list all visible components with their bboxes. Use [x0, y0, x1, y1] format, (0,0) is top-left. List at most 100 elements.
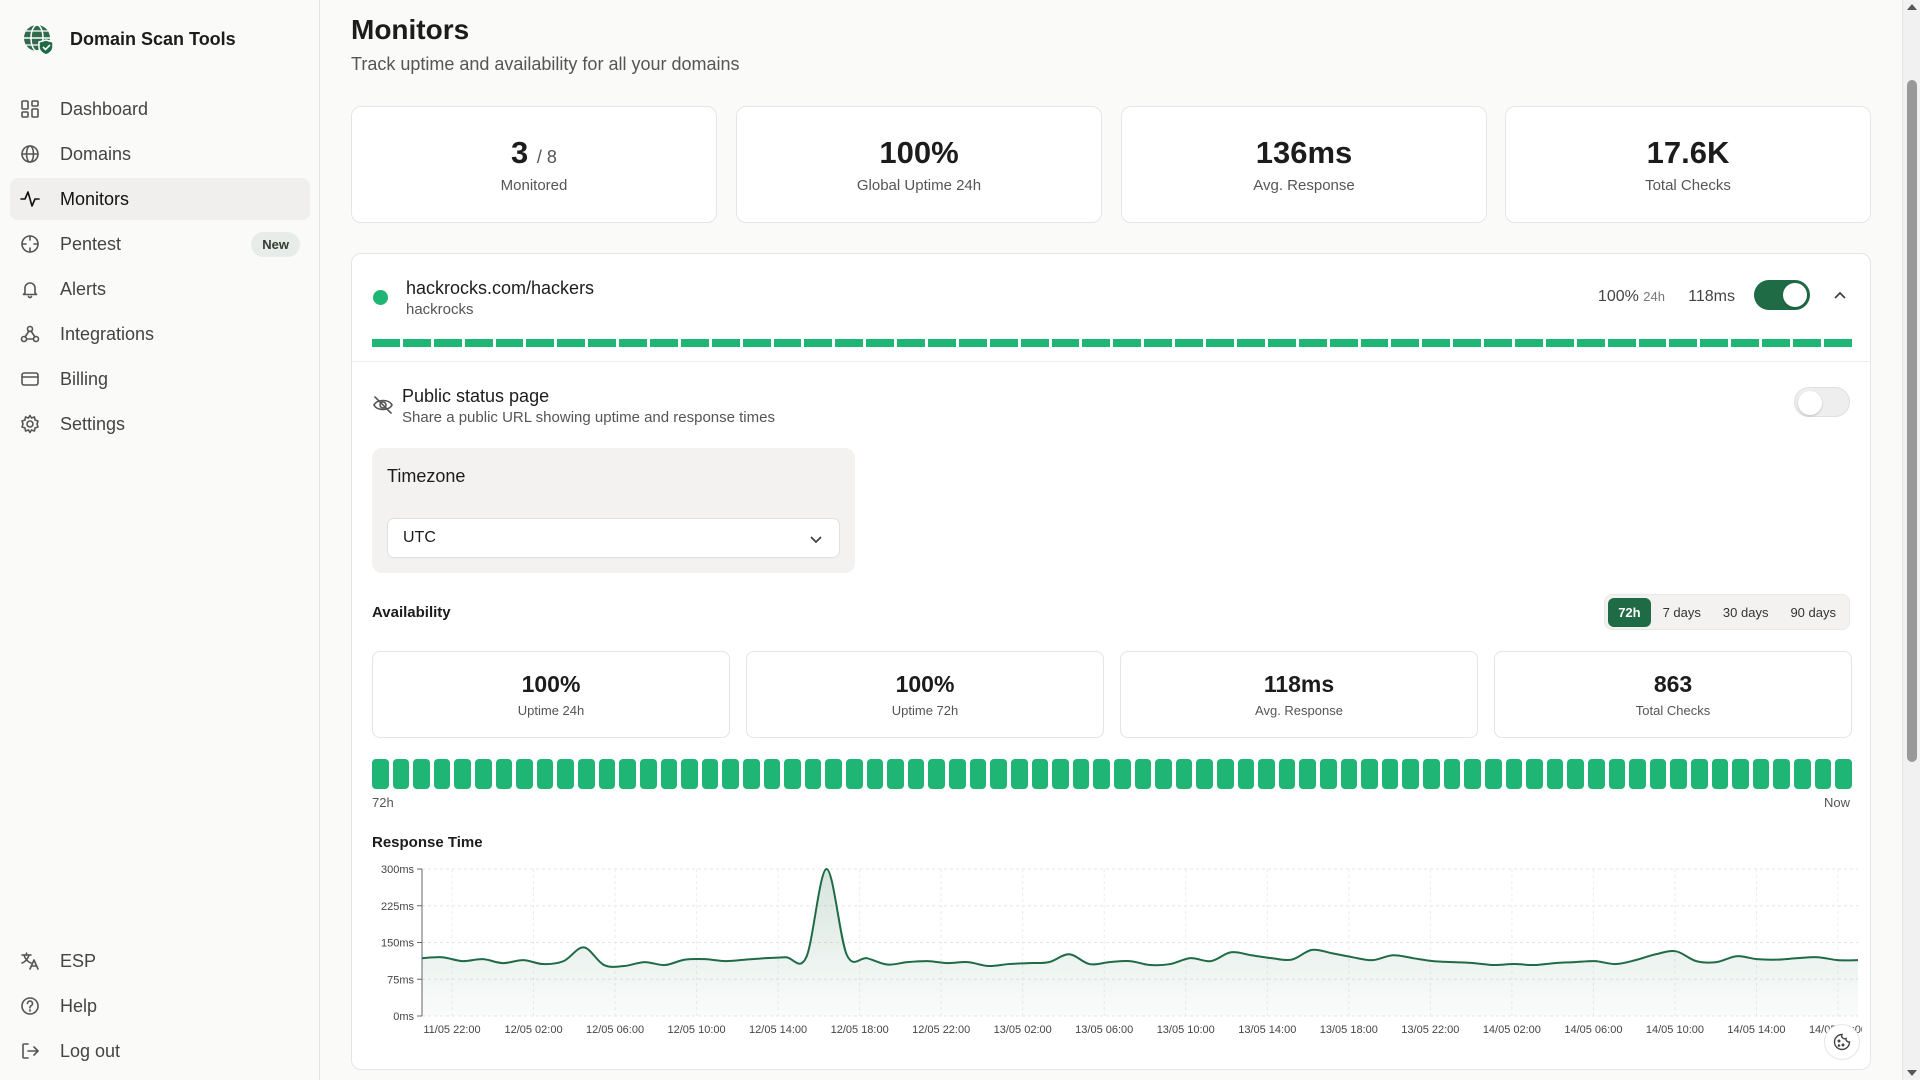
availability-segment[interactable]	[1093, 759, 1110, 789]
public-status-toggle[interactable]	[1794, 387, 1850, 417]
availability-segment[interactable]	[1649, 759, 1667, 789]
sidebar-item-logout[interactable]: Log out	[10, 1030, 310, 1072]
availability-segment[interactable]	[660, 759, 678, 789]
availability-segment[interactable]	[598, 759, 616, 789]
availability-segment[interactable]	[495, 759, 513, 789]
availability-segment[interactable]	[639, 759, 657, 789]
availability-segment[interactable]	[1299, 759, 1317, 789]
sidebar-item-language[interactable]: ESP	[10, 940, 310, 982]
availability-segment[interactable]	[619, 759, 636, 789]
availability-segment[interactable]	[1835, 759, 1852, 789]
uptime-segment	[557, 339, 586, 347]
monitor-enabled-toggle[interactable]	[1754, 280, 1810, 310]
availability-segment[interactable]	[1155, 759, 1172, 789]
availability-segment[interactable]	[701, 759, 719, 789]
availability-segment[interactable]	[1587, 759, 1605, 789]
availability-segment[interactable]	[1113, 759, 1131, 789]
availability-segment[interactable]	[846, 759, 863, 789]
availability-segment[interactable]	[1423, 759, 1440, 789]
availability-segment[interactable]	[372, 759, 389, 789]
availability-segment[interactable]	[1175, 759, 1193, 789]
monitor-header[interactable]: hackrocks.com/hackers hackrocks 100% 24h…	[352, 254, 1870, 362]
availability-segment[interactable]	[1031, 759, 1049, 789]
availability-segment[interactable]	[1340, 759, 1358, 789]
availability-segment[interactable]	[825, 759, 843, 789]
range-72h[interactable]: 72h	[1608, 597, 1651, 627]
availability-segment[interactable]	[1546, 759, 1564, 789]
availability-segment[interactable]	[1072, 759, 1090, 789]
availability-segment[interactable]	[742, 759, 760, 789]
availability-segment[interactable]	[804, 759, 822, 789]
availability-segment[interactable]	[1052, 759, 1069, 789]
availability-segment[interactable]	[1773, 759, 1791, 789]
sidebar-item-settings[interactable]: Settings	[10, 403, 310, 445]
availability-segment[interactable]	[1320, 759, 1337, 789]
scroll-up-arrow[interactable]	[1907, 4, 1917, 10]
availability-segment[interactable]	[763, 759, 781, 789]
timezone-select[interactable]: UTC	[387, 518, 840, 558]
availability-segment[interactable]	[1670, 759, 1687, 789]
availability-segment[interactable]	[1196, 759, 1213, 789]
availability-segment[interactable]	[1464, 759, 1481, 789]
availability-segment[interactable]	[990, 759, 1007, 789]
availability-segment[interactable]	[1402, 759, 1420, 789]
availability-segment[interactable]	[475, 759, 492, 789]
range-7-days[interactable]: 7 days	[1662, 604, 1701, 620]
availability-segment[interactable]	[928, 759, 946, 789]
availability-segment[interactable]	[413, 759, 430, 789]
scrollbar[interactable]	[1902, 0, 1920, 1080]
availability-segment[interactable]	[949, 759, 966, 789]
sidebar-item-dashboard[interactable]: Dashboard	[10, 88, 310, 130]
scroll-thumb[interactable]	[1907, 80, 1917, 762]
availability-segment[interactable]	[1381, 759, 1399, 789]
availability-segment[interactable]	[907, 759, 925, 789]
availability-segment[interactable]	[1752, 759, 1770, 789]
scroll-down-arrow[interactable]	[1907, 1070, 1917, 1076]
sidebar-item-billing[interactable]: Billing	[10, 358, 310, 400]
availability-segment[interactable]	[969, 759, 987, 789]
availability-segment[interactable]	[1361, 759, 1378, 789]
availability-segment[interactable]	[1134, 759, 1152, 789]
availability-segment[interactable]	[433, 759, 451, 789]
brand[interactable]: Domain Scan Tools	[22, 22, 236, 56]
availability-segment[interactable]	[516, 759, 533, 789]
availability-segment[interactable]	[578, 759, 595, 789]
availability-segment[interactable]	[1567, 759, 1584, 789]
sidebar-item-alerts[interactable]: Alerts	[10, 268, 310, 310]
availability-segment[interactable]	[557, 759, 575, 789]
availability-segment[interactable]	[536, 759, 554, 789]
availability-segment[interactable]	[454, 759, 472, 789]
availability-segment[interactable]	[1732, 759, 1749, 789]
availability-segment[interactable]	[1258, 759, 1275, 789]
sidebar-item-pentest[interactable]: Pentest New	[10, 223, 310, 265]
availability-segment[interactable]	[1629, 759, 1646, 789]
chevron-up-icon[interactable]	[1832, 288, 1848, 304]
x-tick-label: 13/05 10:00	[1157, 1024, 1215, 1036]
availability-segment[interactable]	[1505, 759, 1523, 789]
availability-segment[interactable]	[1608, 759, 1626, 789]
availability-segment[interactable]	[681, 759, 698, 789]
availability-segment[interactable]	[1526, 759, 1543, 789]
sidebar-item-integrations[interactable]: Integrations	[10, 313, 310, 355]
availability-segment[interactable]	[1010, 759, 1028, 789]
availability-segment[interactable]	[1691, 759, 1708, 789]
availability-segment[interactable]	[1216, 759, 1234, 789]
availability-segment[interactable]	[1443, 759, 1461, 789]
cookie-settings-button[interactable]	[1824, 1024, 1860, 1060]
sidebar-item-help[interactable]: Help	[10, 985, 310, 1027]
availability-segment[interactable]	[1711, 759, 1729, 789]
availability-segment[interactable]	[887, 759, 904, 789]
range-30-days[interactable]: 30 days	[1722, 604, 1769, 620]
availability-segment[interactable]	[866, 759, 884, 789]
availability-segment[interactable]	[1814, 759, 1832, 789]
availability-segment[interactable]	[784, 759, 801, 789]
availability-segment[interactable]	[1237, 759, 1255, 789]
availability-segment[interactable]	[1278, 759, 1296, 789]
availability-segment[interactable]	[392, 759, 410, 789]
availability-segment[interactable]	[722, 759, 739, 789]
sidebar-item-monitors[interactable]: Monitors	[10, 178, 310, 220]
availability-segment[interactable]	[1794, 759, 1811, 789]
sidebar-item-domains[interactable]: Domains	[10, 133, 310, 175]
availability-segment[interactable]	[1484, 759, 1502, 789]
range-90-days[interactable]: 90 days	[1790, 604, 1836, 620]
